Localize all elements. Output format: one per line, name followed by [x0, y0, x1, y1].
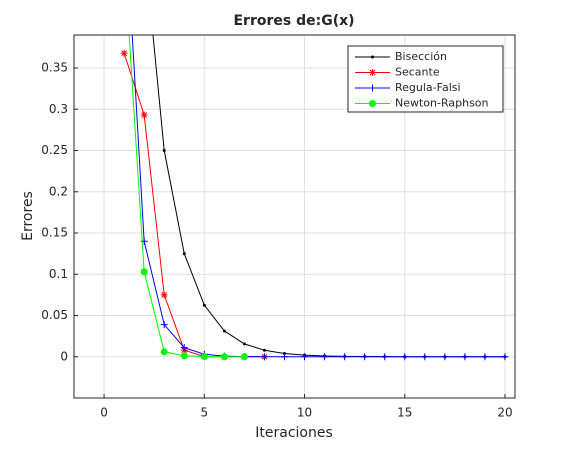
- marker: [180, 344, 188, 352]
- y-tick-label: 0.1: [49, 267, 68, 281]
- marker: [260, 353, 268, 361]
- plot-lines: [120, 35, 509, 361]
- marker: [162, 149, 166, 152]
- marker: [321, 353, 329, 361]
- y-tick-label: 0.15: [41, 226, 68, 240]
- grid: [74, 35, 515, 398]
- y-tick-label: 0.05: [41, 308, 68, 322]
- y-tick-label: 0: [60, 349, 68, 363]
- marker: [361, 353, 369, 361]
- marker: [140, 111, 148, 119]
- marker: [262, 348, 266, 352]
- x-tick-label: 20: [497, 406, 512, 420]
- marker: [160, 291, 168, 299]
- legend: Bisección Secante Regula-Falsi Newton-Raphs…: [347, 45, 504, 113]
- marker: [341, 353, 349, 361]
- chart-title: Errores de:G(x): [233, 13, 354, 29]
- marker: [301, 353, 309, 361]
- marker: [140, 268, 148, 276]
- x-tick-label: 10: [297, 406, 312, 420]
- marker: [200, 353, 208, 361]
- marker: [369, 84, 376, 92]
- x-tick-label: 5: [200, 406, 208, 420]
- marker: [369, 69, 376, 76]
- legend-label: Newton-Raphson: [395, 97, 489, 110]
- marker: [242, 342, 246, 346]
- marker: [202, 303, 206, 307]
- marker: [280, 353, 288, 361]
- marker: [401, 353, 409, 361]
- marker: [182, 252, 186, 256]
- x-axis-label: Iteraciones: [255, 425, 333, 441]
- x-tick-label: 0: [100, 406, 108, 420]
- marker: [180, 352, 188, 360]
- marker: [120, 49, 128, 57]
- legend-label: Regula-Falsi: [395, 81, 461, 94]
- x-tick-label: 15: [397, 406, 412, 420]
- marker: [501, 353, 509, 361]
- y-tick-label: 0.35: [41, 61, 68, 75]
- axes-box: [73, 34, 516, 399]
- marker: [240, 353, 248, 361]
- marker: [421, 353, 429, 361]
- y-axis-label: Errores: [20, 191, 36, 241]
- marker: [220, 353, 228, 361]
- marker: [160, 348, 168, 356]
- marker: [369, 100, 376, 107]
- y-tick-label: 0.2: [49, 184, 68, 198]
- y-tick-label: 0.3: [49, 102, 68, 116]
- marker: [461, 353, 469, 361]
- marker: [481, 353, 489, 361]
- marker: [441, 353, 449, 361]
- legend-label: Secante: [395, 66, 440, 79]
- marker: [160, 321, 168, 329]
- marker: [371, 55, 374, 59]
- marker: [222, 329, 226, 333]
- legend-label: Bisección: [395, 50, 447, 63]
- y-tick-label: 0.25: [41, 143, 68, 157]
- marker: [381, 353, 389, 361]
